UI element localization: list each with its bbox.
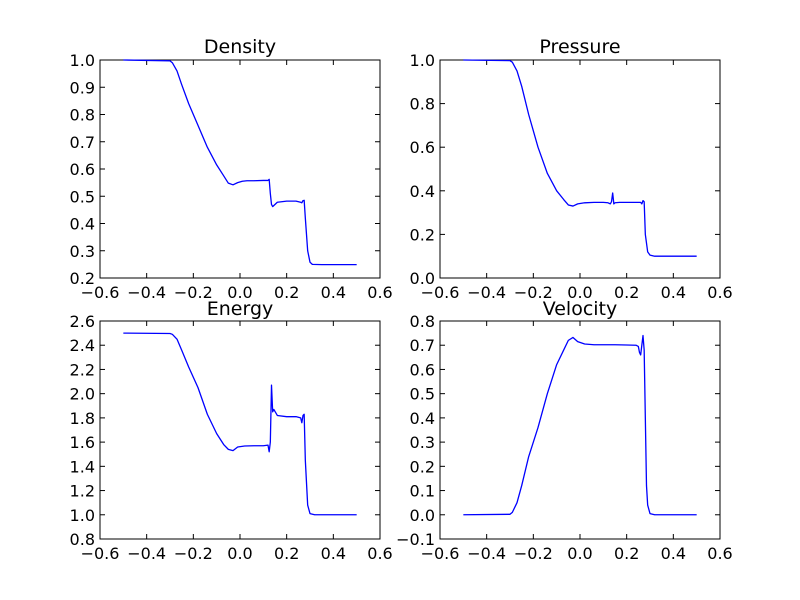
energy-ytick-label: 2.0 [70, 385, 95, 404]
pressure-xtick-label: −0.4 [467, 283, 506, 302]
density-xtick-label: −0.4 [127, 283, 166, 302]
energy-xtick-label: −0.6 [81, 544, 120, 563]
pressure-ticks: −0.6 −0.4 −0.2 0.0 0.2 0.4 0.6 0.0 0.2 0.4 0.6 0.8 1… [410, 51, 733, 302]
density-line [123, 59, 357, 266]
pressure-xtick-label: 0.2 [614, 283, 639, 302]
density-xtick-label: 0.2 [274, 283, 299, 302]
velocity-xtick-label: −0.6 [421, 544, 460, 563]
pressure-ytick-label: 0.2 [410, 225, 435, 244]
density-ytick-label: 0.3 [70, 242, 95, 261]
pressure-ytick-label: 0.8 [410, 95, 435, 114]
velocity-ytick-label: 0.8 [410, 312, 435, 331]
velocity-ticks: −0.6 −0.4 −0.2 0.0 0.2 0.4 0.6 −0.1 0.0 0.1 0.2 0.3… [396, 312, 733, 563]
pressure-ytick-label: 0.0 [410, 269, 435, 288]
density-subplot: Density −0.6 −0.4 −0.2 0.0 0.2 0.4 0.6 0.2 0.3 0.… [70, 36, 393, 302]
velocity-ytick-label: 0.1 [410, 482, 435, 501]
velocity-ytick-label: 0.0 [410, 506, 435, 525]
pressure-xtick-label: 0.6 [707, 283, 732, 302]
density-xtick-label: 0.0 [227, 283, 252, 302]
pressure-line [463, 59, 697, 257]
velocity-ytick-label: 0.5 [410, 385, 435, 404]
velocity-xtick-label: −0.2 [514, 544, 553, 563]
velocity-xtick-label: 0.0 [567, 544, 592, 563]
density-xtick-label: 0.6 [367, 283, 392, 302]
energy-line [123, 332, 357, 516]
pressure-subplot: Pressure −0.6 −0.4 −0.2 0.0 0.2 0.4 0.6 0.0 0.2 0… [410, 36, 733, 302]
density-ytick-label: 0.4 [70, 215, 95, 234]
energy-ytick-label: 1.0 [70, 506, 95, 525]
energy-subplot: Energy −0.6 −0.4 −0.2 0.0 0.2 0.4 0.6 0.8 1.0 1.2… [70, 298, 393, 563]
velocity-line [463, 334, 697, 516]
velocity-xtick-label: −0.4 [467, 544, 506, 563]
energy-ytick-label: 1.6 [70, 433, 95, 452]
energy-xtick-label: −0.2 [174, 544, 213, 563]
density-title: Density [204, 36, 276, 58]
density-ytick-label: 0.7 [70, 133, 95, 152]
energy-ytick-label: 2.6 [70, 312, 95, 331]
density-xtick-label: −0.6 [81, 283, 120, 302]
density-ytick-label: 0.2 [70, 269, 95, 288]
velocity-xtick-label: 0.2 [614, 544, 639, 563]
density-ytick-label: 0.9 [70, 78, 95, 97]
velocity-ytick-label: 0.4 [410, 409, 435, 428]
pressure-xtick-label: −0.6 [421, 283, 460, 302]
pressure-ytick-label: 0.6 [410, 138, 435, 157]
energy-ytick-label: 0.8 [70, 530, 95, 549]
energy-ticks: −0.6 −0.4 −0.2 0.0 0.2 0.4 0.6 0.8 1.0 1.2 1.4 1.6 1… [70, 312, 393, 563]
pressure-ytick-label: 0.4 [410, 182, 435, 201]
energy-ytick-label: 1.2 [70, 482, 95, 501]
velocity-title: Velocity [543, 298, 618, 320]
velocity-ytick-label: 0.7 [410, 336, 435, 355]
density-ytick-label: 0.6 [70, 160, 95, 179]
energy-ytick-label: 2.4 [70, 336, 95, 355]
density-xtick-label: −0.2 [174, 283, 213, 302]
density-ytick-label: 1.0 [70, 51, 95, 70]
velocity-xtick-label: 0.6 [707, 544, 732, 563]
energy-ytick-label: 2.2 [70, 360, 95, 379]
pressure-ytick-label: 1.0 [410, 51, 435, 70]
energy-xtick-label: 0.0 [227, 544, 252, 563]
pressure-xtick-label: −0.2 [514, 283, 553, 302]
energy-ytick-label: 1.4 [70, 457, 95, 476]
energy-ytick-label: 1.8 [70, 409, 95, 428]
energy-xtick-label: 0.4 [321, 544, 346, 563]
velocity-subplot: Velocity −0.6 −0.4 −0.2 0.0 0.2 0.4 0.6 −0.1 0.0… [396, 298, 733, 563]
energy-title: Energy [207, 298, 274, 320]
velocity-ytick-label: 0.6 [410, 360, 435, 379]
density-ytick-label: 0.5 [70, 187, 95, 206]
pressure-title: Pressure [539, 36, 620, 58]
velocity-xtick-label: 0.4 [661, 544, 686, 563]
density-ticks: −0.6 −0.4 −0.2 0.0 0.2 0.4 0.6 0.2 0.3 0.4 0.5 0.6 0… [70, 51, 393, 302]
energy-xtick-label: 0.2 [274, 544, 299, 563]
velocity-ytick-label: 0.3 [410, 433, 435, 452]
pressure-xtick-label: 0.4 [661, 283, 686, 302]
velocity-ytick-label: −0.1 [396, 530, 435, 549]
pressure-xtick-label: 0.0 [567, 283, 592, 302]
density-xtick-label: 0.4 [321, 283, 346, 302]
energy-xtick-label: −0.4 [127, 544, 166, 563]
velocity-ytick-label: 0.2 [410, 457, 435, 476]
density-ytick-label: 0.8 [70, 106, 95, 125]
energy-xtick-label: 0.6 [367, 544, 392, 563]
